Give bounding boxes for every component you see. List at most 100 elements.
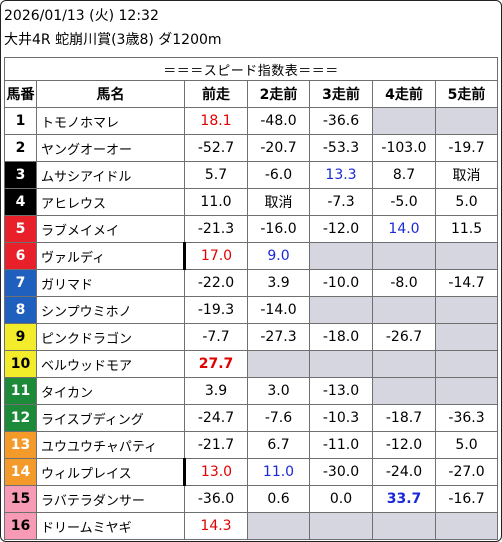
speed-index-cell: 13.0 [183,458,248,486]
speed-index-cell: -11.0 [309,431,373,459]
horse-name: ラバテラダンサー [36,485,185,513]
speed-index-cell: 18.1 [184,107,248,135]
speed-index-cell: -30.0 [309,458,373,486]
table-row: 9 ピンクドラゴン -7.7 -27.3 -18.0 -26.7 [4,323,499,351]
speed-index-cell: 11.0 [247,458,310,486]
horse-name: ピンクドラゴン [36,323,185,351]
speed-index-cell [372,107,436,135]
speed-index-cell: -10.0 [309,269,373,297]
horse-number: 8 [4,296,37,324]
speed-index-cell [247,512,310,540]
speed-index-cell: -18.7 [372,404,436,432]
table-row: 2 ヤングオーオー -52.7 -20.7 -53.3 -103.0 -19.7 [4,134,499,162]
table-row: 15 ラバテラダンサー -36.0 0.6 0.0 33.7 -16.7 [4,485,499,513]
speed-index-cell: -7.6 [247,404,310,432]
speed-index-cell: -19.7 [434,134,499,162]
speed-index-cell: -12.0 [309,215,373,243]
horse-number: 15 [4,485,37,513]
speed-index-cell: -12.0 [372,431,436,459]
speed-index-cell: -24.0 [372,458,436,486]
speed-index-cell: 3.0 [247,377,310,405]
speed-index-cell: -27.3 [247,323,310,351]
speed-index-cell: 3.9 [247,269,310,297]
speed-index-cell: 6.7 [247,431,310,459]
datetime: 2026/01/13 (火) 12:32 [4,8,159,24]
speed-index-cell: 8.7 [372,161,436,189]
horse-number: 7 [4,269,37,297]
table-row: 12 ライスブディング -24.7 -7.6 -10.3 -18.7 -36.3 [4,404,499,432]
speed-index-cell: 取消 [434,161,499,189]
table-row: 13 ユウユウチャパティ -21.7 6.7 -11.0 -12.0 5.0 [4,431,499,459]
horse-name: ウィルプレイス [36,458,185,486]
table-row: 16 ドリームミヤギ 14.3 [4,512,499,540]
horse-number: 3 [4,161,37,189]
col-header-last: 前走 [184,80,248,108]
speed-index-cell [372,377,436,405]
speed-index-cell: -10.3 [309,404,373,432]
horse-number: 5 [4,215,37,243]
table-row: 4 アヒレウス 11.0 取消 -7.3 -5.0 5.0 [4,188,499,216]
col-header-5-before: 5走前 [434,80,499,108]
speed-index-cell: -36.0 [184,485,248,513]
speed-index-cell [372,242,436,270]
horse-number: 14 [4,458,37,486]
horse-number: 1 [4,107,37,135]
table-row: 14 ウィルプレイス 13.0 11.0 -30.0 -24.0 -27.0 [4,458,499,486]
speed-index-cell: -48.0 [247,107,310,135]
speed-index-cell: -5.0 [372,188,436,216]
speed-index-cell: 27.7 [184,350,248,378]
table-row: 11 タイカン 3.9 3.0 -13.0 [4,377,499,405]
speed-index-cell: -18.0 [309,323,373,351]
horse-number: 2 [4,134,37,162]
speed-index-cell: 0.6 [247,485,310,513]
speed-index-cell [434,242,499,270]
speed-index-cell: -20.7 [247,134,310,162]
speed-index-cell [309,296,373,324]
horse-number: 4 [4,188,37,216]
horse-number: 13 [4,431,37,459]
race-title: 大井4R 蛇崩川賞(3歳8) ダ1200m [4,32,222,48]
speed-index-cell: -14.7 [434,269,499,297]
table-row: 5 ラブメイメイ -21.3 -16.0 -12.0 14.0 11.5 [4,215,499,243]
horse-name: ヴァルディ [36,242,185,270]
table-title: ＝＝＝スピード指数表＝＝＝ [3,57,499,81]
speed-index-cell: -7.7 [184,323,248,351]
col-header-4-before: 4走前 [372,80,436,108]
speed-index-cell: -103.0 [372,134,436,162]
table-row: 8 シンプウミホノ -19.3 -14.0 [4,296,499,324]
speed-index-cell: -36.3 [434,404,499,432]
speed-index-cell [434,323,499,351]
horse-name: ガリマド [36,269,185,297]
speed-index-cell: -14.0 [247,296,310,324]
horse-number: 12 [4,404,37,432]
speed-index-cell: -21.7 [184,431,248,459]
speed-index-cell: -22.0 [184,269,248,297]
speed-index-cell: -24.7 [184,404,248,432]
horse-name: アヒレウス [36,188,185,216]
speed-index-cell: 13.3 [309,161,373,189]
horse-name: ラブメイメイ [36,215,185,243]
speed-index-cell: 取消 [247,188,310,216]
speed-index-cell: -26.7 [372,323,436,351]
horse-name: ドリームミヤギ [36,512,185,540]
speed-index-cell [309,242,373,270]
col-header-3-before: 3走前 [309,80,373,108]
speed-index-cell: 3.9 [184,377,248,405]
horse-name: トモノホマレ [36,107,185,135]
speed-index-cell [309,512,373,540]
speed-index-cell: 9.0 [247,242,310,270]
speed-index-cell: 14.3 [184,512,248,540]
speed-index-cell [309,350,373,378]
table-row: 6 ヴァルディ 17.0 9.0 [4,242,499,270]
col-header-2-before: 2走前 [247,80,310,108]
speed-index-cell: 11.5 [434,215,499,243]
speed-index-cell [372,296,436,324]
speed-index-cell [434,296,499,324]
speed-index-cell: -8.0 [372,269,436,297]
speed-index-cell [247,350,310,378]
horse-number: 11 [4,377,37,405]
speed-index-cell: 5.0 [434,431,499,459]
speed-index-cell: -53.3 [309,134,373,162]
horse-number: 9 [4,323,37,351]
horse-number: 6 [4,242,37,270]
